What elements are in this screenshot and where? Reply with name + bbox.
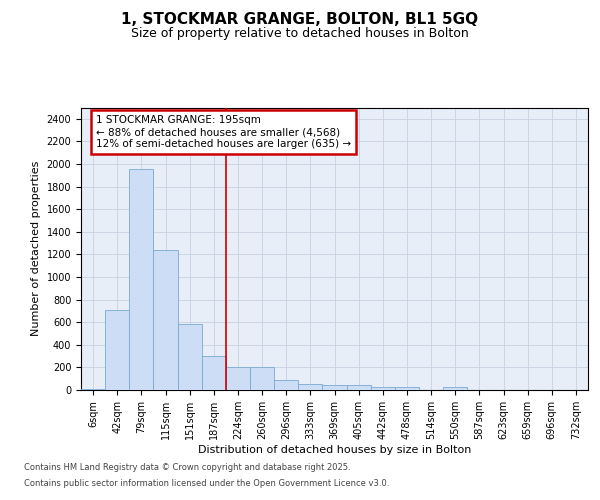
Text: Contains public sector information licensed under the Open Government Licence v3: Contains public sector information licen… — [24, 478, 389, 488]
Bar — [298, 384, 322, 390]
Bar — [250, 367, 274, 390]
Bar — [105, 310, 129, 390]
Text: 1 STOCKMAR GRANGE: 195sqm
← 88% of detached houses are smaller (4,568)
12% of se: 1 STOCKMAR GRANGE: 195sqm ← 88% of detac… — [96, 116, 351, 148]
Bar — [129, 168, 154, 390]
Bar — [347, 386, 371, 390]
Bar — [178, 324, 202, 390]
Bar — [395, 386, 419, 390]
Bar — [81, 389, 105, 390]
Bar — [371, 386, 395, 390]
Bar — [322, 386, 347, 390]
Text: Size of property relative to detached houses in Bolton: Size of property relative to detached ho… — [131, 28, 469, 40]
Bar — [443, 387, 467, 390]
Bar — [202, 356, 226, 390]
Text: 1, STOCKMAR GRANGE, BOLTON, BL1 5GQ: 1, STOCKMAR GRANGE, BOLTON, BL1 5GQ — [121, 12, 479, 28]
Bar — [154, 250, 178, 390]
Text: Contains HM Land Registry data © Crown copyright and database right 2025.: Contains HM Land Registry data © Crown c… — [24, 464, 350, 472]
X-axis label: Distribution of detached houses by size in Bolton: Distribution of detached houses by size … — [198, 444, 471, 454]
Bar — [274, 380, 298, 390]
Y-axis label: Number of detached properties: Number of detached properties — [31, 161, 41, 336]
Bar — [226, 368, 250, 390]
